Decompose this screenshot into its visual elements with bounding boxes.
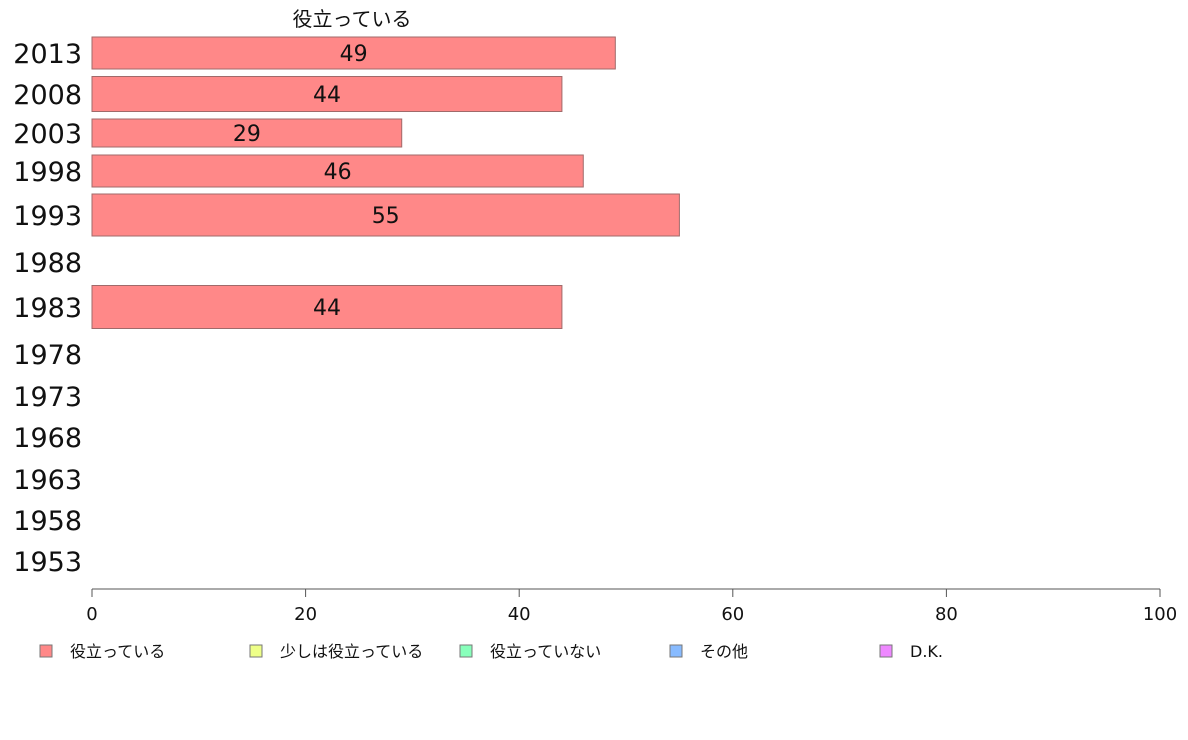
category-label-1973: 1973: [13, 382, 82, 413]
legend-label-4: D.K.: [910, 642, 943, 661]
category-label-1983: 1983: [13, 293, 82, 324]
category-label-2008: 2008: [13, 80, 82, 111]
legend-label-3: その他: [700, 642, 748, 661]
value-label-2003-series-0: 29: [233, 122, 261, 147]
category-labels-group: 2013 2008 2003 1998 1993 1988 1983 1978 1973 1968…: [13, 39, 82, 578]
category-label-2003: 2003: [13, 119, 82, 150]
bars-group: 49 44 29 46 55 44: [91, 36, 680, 329]
category-label-1998: 1998: [13, 157, 82, 188]
legend-swatch-1: [249, 644, 263, 658]
bar-2003-series-0: [91, 118, 403, 148]
x-axis: 0 20 40 60 80 100: [86, 588, 1177, 625]
legend: 役立っている 少しは役立っている 役立っていない その他 D.K.: [39, 642, 943, 661]
legend-label-1: 少しは役立っている: [280, 642, 423, 661]
bar-2008-series-0: [91, 76, 563, 112]
legend-swatch-0: [39, 644, 53, 658]
x-tick-label-100: 100: [1143, 604, 1177, 625]
bar-1983-series-0: [91, 285, 563, 329]
x-tick-label-20: 20: [294, 604, 317, 625]
bar-1993-series-0: [91, 193, 680, 237]
value-label-1983-series-0: 44: [313, 296, 341, 321]
legend-label-0: 役立っている: [70, 642, 165, 661]
value-label-2013-series-0: 49: [340, 42, 368, 67]
category-label-1963: 1963: [13, 465, 82, 496]
bar-1998-series-0: [91, 154, 584, 188]
category-label-1993: 1993: [13, 201, 82, 232]
x-tick-label-80: 80: [935, 604, 958, 625]
category-label-1978: 1978: [13, 340, 82, 371]
legend-label-2: 役立っていない: [490, 642, 601, 661]
category-label-2013: 2013: [13, 39, 82, 70]
series-title: 役立っている: [293, 7, 412, 31]
legend-swatch-2: [459, 644, 473, 658]
x-tick-label-0: 0: [86, 604, 97, 625]
value-label-1993-series-0: 55: [372, 204, 400, 229]
category-label-1953: 1953: [13, 547, 82, 578]
legend-swatch-4: [879, 644, 893, 658]
bar-2013-series-0: [91, 36, 616, 70]
legend-swatch-3: [669, 644, 683, 658]
value-label-1998-series-0: 46: [324, 160, 352, 185]
value-label-2008-series-0: 44: [313, 83, 341, 108]
category-label-1968: 1968: [13, 423, 82, 454]
x-tick-label-60: 60: [721, 604, 744, 625]
x-tick-label-40: 40: [508, 604, 531, 625]
category-label-1958: 1958: [13, 506, 82, 537]
category-label-1988: 1988: [13, 248, 82, 279]
